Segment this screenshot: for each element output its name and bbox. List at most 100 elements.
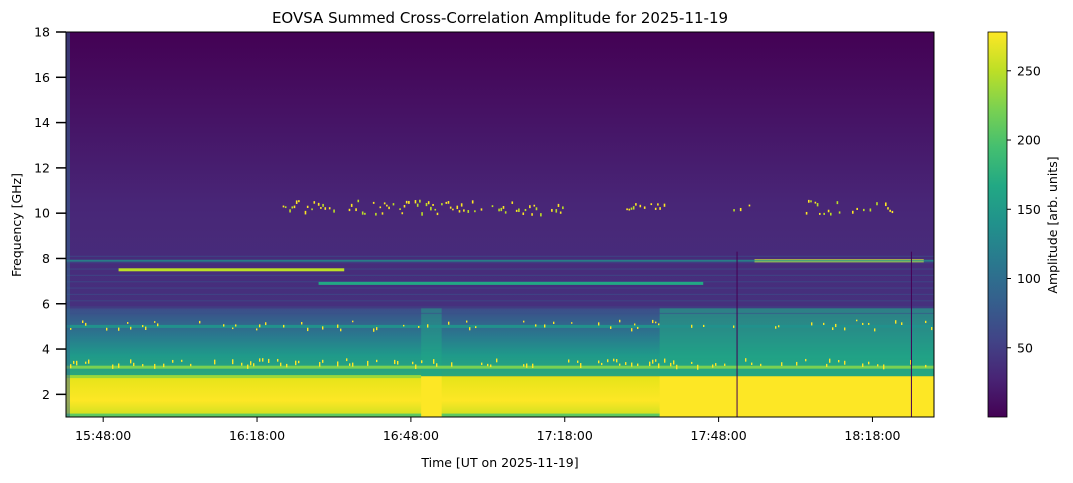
speckle-point xyxy=(386,204,388,207)
speckle-point xyxy=(877,364,879,367)
striation-line xyxy=(66,255,934,257)
speckle-point xyxy=(778,325,780,328)
speckle-point xyxy=(869,208,872,212)
speckle-point xyxy=(673,360,675,365)
speckle-point xyxy=(298,200,300,203)
left-edge-column xyxy=(66,32,70,417)
speckle-point xyxy=(133,362,135,367)
speckle-point xyxy=(337,324,339,328)
speckle-point xyxy=(70,364,72,369)
colorbar-label: Amplitude [arb. units] xyxy=(1045,156,1060,293)
speckle-point xyxy=(643,206,646,209)
speckle-point xyxy=(449,206,452,209)
speckle-point xyxy=(118,363,120,368)
speckle-point xyxy=(364,212,366,215)
speckle-point xyxy=(463,209,465,212)
speckle-point xyxy=(355,208,357,212)
emission-band-4 xyxy=(318,281,704,285)
speckle-point xyxy=(580,363,582,369)
speckle-point xyxy=(931,327,933,331)
speckle-point xyxy=(851,210,854,214)
speckle-point xyxy=(415,364,417,369)
speckle-point xyxy=(163,363,165,368)
speckle-point xyxy=(372,201,375,204)
speckle-point xyxy=(399,208,401,211)
speckle-point xyxy=(436,212,439,216)
speckle-point xyxy=(295,360,297,366)
speckle-point xyxy=(626,208,628,211)
speckle-point xyxy=(298,360,300,364)
speckle-point xyxy=(664,358,666,363)
speckle-point xyxy=(85,361,87,364)
speckle-point xyxy=(70,328,72,330)
speckle-point xyxy=(322,203,324,207)
speckle-point xyxy=(607,359,609,363)
speckle-point xyxy=(663,203,666,207)
speckle-point xyxy=(317,202,320,206)
y-tick-label-6: 14 xyxy=(34,115,50,130)
speckle-point xyxy=(85,322,87,326)
speckle-point xyxy=(280,362,282,367)
speckle-point xyxy=(691,361,693,364)
speckle-point xyxy=(433,359,435,364)
speckle-point xyxy=(781,362,783,366)
speckle-point xyxy=(616,359,618,363)
speckle-point xyxy=(436,363,438,367)
speckle-point xyxy=(724,363,726,366)
speckle-point xyxy=(451,362,453,367)
speckle-point xyxy=(373,328,375,332)
speckle-point xyxy=(306,205,309,209)
speckle-point xyxy=(469,327,471,331)
speckle-point xyxy=(522,212,525,215)
speckle-point xyxy=(352,362,354,367)
speckle-point xyxy=(127,322,129,324)
colorbar xyxy=(987,31,1008,418)
speckle-point xyxy=(884,202,887,207)
speckle-point xyxy=(286,363,288,368)
speckle-point xyxy=(862,322,864,325)
speckle-point xyxy=(703,324,705,328)
speckle-point xyxy=(925,320,927,324)
speckle-point xyxy=(559,211,562,214)
speckle-point xyxy=(76,360,78,366)
speckle-point xyxy=(557,203,560,207)
speckle-point xyxy=(154,363,156,369)
speckle-point xyxy=(471,200,474,204)
speckle-point xyxy=(295,200,298,204)
speckle-point xyxy=(555,209,558,213)
speckle-point xyxy=(883,364,885,370)
y-tick-label-0: 2 xyxy=(42,387,50,402)
speckle-point xyxy=(829,212,832,216)
speckle-point xyxy=(526,363,528,368)
chart-title: EOVSA Summed Cross-Correlation Amplitude… xyxy=(272,9,728,27)
speckle-point xyxy=(805,358,807,362)
speckle-point xyxy=(247,364,249,369)
speckle-point xyxy=(500,207,503,212)
speckle-point xyxy=(289,209,291,213)
speckle-point xyxy=(823,212,825,215)
speckle-point xyxy=(394,359,396,365)
speckle-point xyxy=(553,321,555,325)
speckle-point xyxy=(490,364,492,368)
speckle-point xyxy=(106,327,108,331)
speckle-point xyxy=(551,208,553,212)
speckle-point xyxy=(427,324,429,328)
speckle-point xyxy=(307,327,309,332)
speckle-point xyxy=(320,207,322,209)
speckle-point xyxy=(814,201,817,204)
speckle-point xyxy=(284,206,287,209)
speckle-point xyxy=(401,212,404,215)
x-tick-label-5: 18:18:00 xyxy=(844,428,900,443)
speckle-point xyxy=(511,201,514,204)
speckle-point xyxy=(610,326,612,329)
speckle-point xyxy=(425,202,428,207)
speckle-point xyxy=(88,359,90,364)
speckle-point xyxy=(637,363,639,366)
speckle-point xyxy=(452,208,454,211)
speckle-point xyxy=(630,207,633,210)
speckle-point xyxy=(807,199,810,203)
y-tick-label-3: 8 xyxy=(42,251,50,266)
speckle-point xyxy=(474,210,476,213)
speckle-point xyxy=(598,322,600,326)
